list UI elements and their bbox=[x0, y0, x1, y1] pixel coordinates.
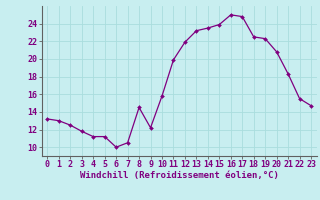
X-axis label: Windchill (Refroidissement éolien,°C): Windchill (Refroidissement éolien,°C) bbox=[80, 171, 279, 180]
